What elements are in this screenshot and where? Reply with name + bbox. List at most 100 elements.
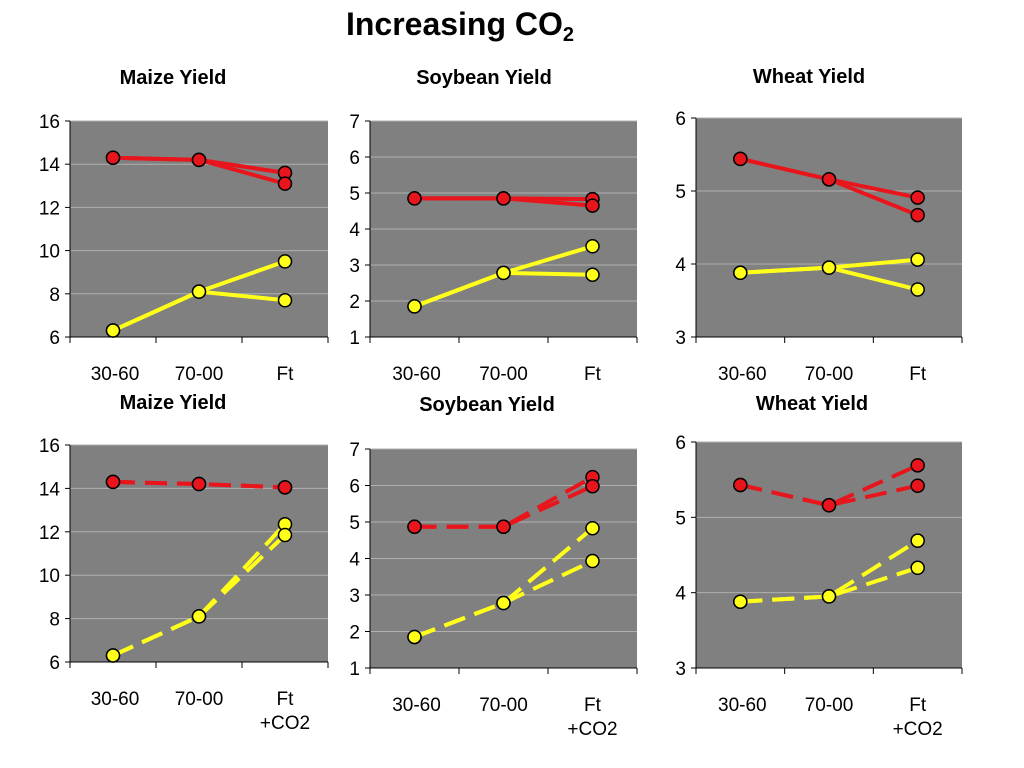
x-tick-label: +CO2: [893, 719, 943, 740]
y-tick-label: 3: [675, 328, 686, 349]
chart-title: Wheat Yield: [756, 393, 868, 415]
y-tick-label: 14: [39, 155, 61, 176]
data-point-yellow: [191, 284, 207, 299]
data-point-red: [407, 519, 422, 534]
y-tick-label: 6: [675, 433, 686, 454]
x-tick-label: Ft: [909, 364, 927, 385]
data-point-yellow: [407, 629, 422, 645]
x-tick-label: 70-00: [479, 364, 528, 385]
chart-panel-3: Wheat Yield 3 4 5 6 30-60 70-00 Ft: [675, 66, 963, 385]
data-point-red: [277, 480, 293, 495]
y-tick-label: 5: [349, 513, 360, 534]
chart-title: Soybean Yield: [419, 394, 555, 416]
main-title: Increasing CO2: [345, 6, 575, 46]
y-tick-label: 16: [39, 112, 60, 133]
x-tick-label: 30-60: [91, 689, 140, 710]
chart-panel-4: Maize Yield 6 8 10 12 14 16 30-60 70-00 Ft +CO2: [39, 392, 329, 734]
data-point-yellow: [910, 282, 925, 297]
x-tick-label: 30-60: [718, 364, 767, 385]
data-point-red: [910, 478, 925, 493]
y-tick-label: 6: [349, 148, 360, 169]
series-line-yellow: [112, 522, 287, 658]
chart-title: Maize Yield: [120, 392, 227, 414]
series-line-yellow: [413, 559, 594, 639]
x-tick-label: +CO2: [260, 713, 310, 734]
chart-panel-1: Maize Yield 6 8 10 12 14 16 30-60 70-00 Ft: [39, 67, 329, 385]
data-point-yellow: [910, 533, 925, 548]
y-tick-label: 12: [39, 198, 60, 219]
y-tick-label: 6: [349, 477, 360, 498]
data-point-yellow: [910, 252, 925, 267]
x-tick-label: 30-60: [392, 695, 441, 716]
data-point-red: [821, 498, 837, 513]
y-tick-label: 2: [349, 292, 360, 313]
y-tick-label: 5: [675, 182, 686, 203]
y-tick-label: 6: [675, 109, 686, 130]
x-tick-label: Ft: [277, 364, 295, 385]
x-tick-label: Ft: [584, 695, 602, 716]
data-point-yellow: [821, 260, 837, 275]
data-point-red: [910, 190, 925, 205]
y-tick-label: 10: [39, 242, 60, 263]
y-tick-label: 1: [349, 659, 360, 680]
data-point-red: [496, 191, 511, 206]
data-point-yellow: [821, 589, 837, 604]
x-tick-label: 30-60: [392, 364, 441, 385]
data-point-red: [585, 478, 600, 494]
y-tick-label: 3: [675, 659, 686, 680]
data-point-yellow: [407, 299, 422, 314]
y-tick-label: 6: [49, 328, 60, 349]
data-point-red: [733, 477, 748, 493]
data-point-red: [277, 176, 293, 191]
data-point-yellow: [585, 520, 600, 536]
y-tick-label: 4: [349, 550, 360, 571]
y-tick-label: 2: [349, 623, 360, 644]
x-tick-label: 30-60: [91, 364, 140, 385]
y-tick-label: 4: [675, 584, 686, 605]
data-point-yellow: [585, 239, 600, 254]
series-line-yellow: [112, 533, 287, 658]
x-tick-label: Ft: [277, 689, 295, 710]
y-tick-label: 14: [39, 479, 61, 500]
chart-panel-5: Soybean Yield 1 2 3 4 5 6 7 30-60 70-00 Ft +CO2: [349, 394, 638, 740]
series-line-red: [112, 479, 286, 490]
x-tick-label: 70-00: [805, 364, 854, 385]
y-tick-label: 3: [349, 586, 360, 607]
chart-title: Soybean Yield: [416, 67, 552, 89]
y-tick-label: 1: [349, 328, 360, 349]
chart-title: Wheat Yield: [753, 66, 865, 88]
data-point-red: [105, 474, 121, 490]
data-point-yellow: [496, 265, 511, 281]
x-tick-label: 70-00: [805, 695, 854, 716]
x-tick-label: Ft: [584, 364, 602, 385]
y-tick-label: 3: [349, 256, 360, 277]
data-point-red: [105, 150, 121, 165]
data-point-yellow: [277, 527, 293, 543]
y-tick-label: 8: [49, 610, 60, 631]
data-point-yellow: [496, 595, 511, 611]
y-tick-label: 10: [39, 566, 60, 587]
data-point-yellow: [733, 265, 748, 281]
chart-title: Maize Yield: [120, 67, 227, 89]
y-tick-label: 8: [49, 285, 60, 306]
y-tick-label: 12: [39, 523, 60, 544]
y-tick-label: 5: [349, 184, 360, 205]
data-point-yellow: [277, 254, 293, 269]
y-tick-label: 6: [49, 653, 60, 674]
y-tick-label: 7: [349, 440, 360, 461]
data-point-red: [191, 152, 207, 168]
x-tick-label: 70-00: [175, 364, 224, 385]
plot-area: [696, 442, 962, 668]
data-point-red: [910, 207, 925, 223]
x-tick-label: 30-60: [718, 695, 767, 716]
y-tick-label: 16: [39, 436, 60, 457]
data-point-yellow: [733, 594, 748, 609]
y-tick-label: 4: [349, 220, 360, 241]
x-tick-label: Ft: [909, 695, 927, 716]
data-point-red: [496, 519, 511, 534]
x-tick-label: 70-00: [175, 689, 224, 710]
chart-panel-2: Soybean Yield 1 2 3 4 5 6 7 30-60 70-00 Ft: [349, 67, 638, 385]
y-tick-label: 4: [675, 255, 686, 276]
y-tick-label: 7: [349, 112, 360, 133]
